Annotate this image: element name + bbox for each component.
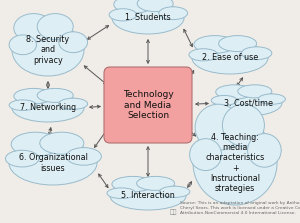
Ellipse shape (40, 132, 84, 154)
Text: 7. Networking: 7. Networking (20, 103, 76, 112)
Ellipse shape (112, 176, 154, 192)
Text: 4. Teaching:
media
characteristics
+
Instructional
strategies: 4. Teaching: media characteristics + Ins… (206, 133, 265, 193)
Text: 3. Cost/time: 3. Cost/time (224, 99, 272, 107)
Ellipse shape (114, 0, 153, 13)
FancyBboxPatch shape (104, 67, 192, 143)
Text: Technology
and Media
Selection: Technology and Media Selection (123, 90, 173, 120)
Ellipse shape (190, 139, 222, 171)
Ellipse shape (195, 104, 241, 150)
Ellipse shape (59, 32, 88, 53)
Text: 5. Interaction: 5. Interaction (121, 192, 175, 200)
Ellipse shape (137, 0, 173, 12)
Text: ⒸⓈ: ⒸⓈ (170, 209, 178, 215)
Ellipse shape (193, 121, 277, 205)
Ellipse shape (112, 2, 184, 34)
Ellipse shape (14, 88, 53, 104)
Ellipse shape (11, 132, 60, 156)
Ellipse shape (136, 176, 175, 190)
Ellipse shape (14, 14, 53, 42)
Ellipse shape (216, 85, 253, 99)
Ellipse shape (214, 90, 282, 116)
Ellipse shape (159, 186, 190, 197)
Text: 2. Ease of use: 2. Ease of use (202, 54, 258, 62)
Ellipse shape (110, 182, 186, 210)
Ellipse shape (238, 85, 272, 98)
Ellipse shape (12, 94, 84, 122)
Ellipse shape (248, 134, 281, 167)
Ellipse shape (5, 150, 39, 167)
Ellipse shape (242, 47, 272, 60)
Ellipse shape (12, 24, 84, 76)
Ellipse shape (9, 35, 37, 55)
Ellipse shape (66, 148, 101, 165)
Text: Source: This is an adaptation of original work by Anthony William
Cheryl Sears. : Source: This is an adaptation of origina… (180, 201, 300, 215)
Text: 8. Security
and
privacy: 8. Security and privacy (26, 35, 70, 64)
Ellipse shape (9, 141, 97, 185)
Text: 1. Students: 1. Students (125, 14, 171, 23)
Ellipse shape (37, 88, 73, 102)
Ellipse shape (107, 188, 136, 198)
Ellipse shape (211, 95, 237, 105)
Ellipse shape (159, 7, 188, 20)
Text: 6. Organizational
issues: 6. Organizational issues (19, 153, 87, 173)
Ellipse shape (219, 36, 256, 52)
Ellipse shape (37, 14, 73, 40)
Ellipse shape (192, 42, 268, 74)
Ellipse shape (109, 9, 136, 21)
Ellipse shape (194, 36, 236, 53)
Ellipse shape (59, 98, 88, 109)
Ellipse shape (222, 104, 264, 146)
Ellipse shape (9, 100, 37, 111)
Ellipse shape (189, 49, 218, 61)
Ellipse shape (258, 94, 285, 104)
